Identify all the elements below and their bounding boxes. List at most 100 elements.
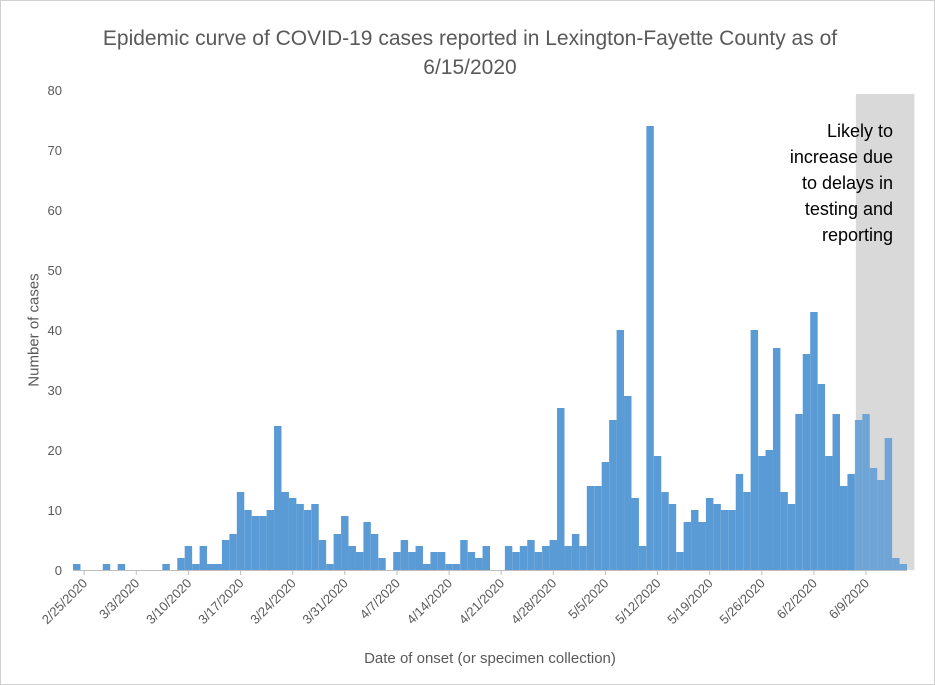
bar xyxy=(192,564,200,570)
bar xyxy=(750,330,759,570)
bar xyxy=(624,396,632,570)
x-tick-label: 2/25/2020 xyxy=(39,576,91,628)
bar xyxy=(251,516,260,570)
bars-layer xyxy=(73,126,907,570)
bar xyxy=(869,468,878,570)
bar xyxy=(244,510,252,570)
bar xyxy=(877,480,885,570)
y-tick-label: 70 xyxy=(48,143,62,158)
bar xyxy=(370,534,379,570)
annotation-line: testing and xyxy=(805,199,893,219)
bar xyxy=(467,552,476,570)
bar xyxy=(884,438,893,570)
x-tick-label: 3/10/2020 xyxy=(143,576,195,628)
bar xyxy=(862,414,870,570)
annotation-line: Likely to xyxy=(827,121,893,141)
bar xyxy=(668,504,677,570)
bar xyxy=(847,474,855,570)
bar xyxy=(437,552,446,570)
bar xyxy=(482,546,490,570)
bar xyxy=(445,564,453,570)
bar xyxy=(519,546,528,570)
x-tick-label: 4/21/2020 xyxy=(456,576,508,628)
x-axis-title: Date of onset (or specimen collection) xyxy=(364,650,616,667)
bar xyxy=(311,504,319,570)
bar xyxy=(839,486,848,570)
bar xyxy=(653,456,662,570)
x-tick-label: 4/14/2020 xyxy=(404,576,456,628)
bar xyxy=(393,552,401,570)
bar xyxy=(705,498,714,570)
x-tick-label: 5/12/2020 xyxy=(612,576,664,628)
bar xyxy=(631,498,639,570)
bar xyxy=(638,546,647,570)
x-tick-label: 5/19/2020 xyxy=(664,576,716,628)
bar xyxy=(296,504,304,570)
bar xyxy=(363,522,371,570)
bar xyxy=(341,516,349,570)
bar xyxy=(787,504,796,570)
bar xyxy=(780,492,788,570)
bar xyxy=(661,492,669,570)
bar xyxy=(802,354,811,570)
bar xyxy=(184,546,193,570)
y-tick-label: 40 xyxy=(48,323,62,338)
bar xyxy=(475,558,483,570)
y-tick-label: 0 xyxy=(55,563,62,578)
annotation-line: to delays in xyxy=(802,173,893,193)
x-tick-label: 4/28/2020 xyxy=(508,576,560,628)
bar xyxy=(743,492,751,570)
bar xyxy=(825,456,833,570)
bar xyxy=(571,534,580,570)
y-tick-label: 20 xyxy=(48,443,62,458)
bar xyxy=(765,450,773,570)
y-tick-label: 30 xyxy=(48,383,62,398)
bar xyxy=(460,540,468,570)
bar xyxy=(698,522,706,570)
bar xyxy=(616,330,625,570)
y-tick-label: 60 xyxy=(48,203,62,218)
bar xyxy=(318,540,327,570)
bar xyxy=(430,552,438,570)
chart-title: Epidemic curve of COVID-19 cases reporte… xyxy=(102,27,838,79)
bar xyxy=(326,564,334,570)
bar xyxy=(817,384,826,570)
bar xyxy=(557,408,565,570)
bar xyxy=(720,510,729,570)
bar xyxy=(162,564,170,570)
bar xyxy=(221,540,230,570)
bar xyxy=(281,492,289,570)
bar xyxy=(199,546,208,570)
bar xyxy=(378,558,386,570)
bar xyxy=(288,498,297,570)
bar xyxy=(713,504,721,570)
x-tick-label: 5/5/2020 xyxy=(565,576,611,622)
bar xyxy=(542,546,550,570)
x-tick-label: 3/17/2020 xyxy=(195,576,247,628)
bar xyxy=(117,564,126,570)
bar xyxy=(504,546,513,570)
bar xyxy=(691,510,699,570)
bar xyxy=(303,510,312,570)
bar xyxy=(400,540,409,570)
bar xyxy=(333,534,342,570)
bar xyxy=(73,564,81,570)
bar xyxy=(512,552,520,570)
bar xyxy=(735,474,744,570)
bar xyxy=(177,558,185,570)
bar xyxy=(274,426,282,570)
bar xyxy=(534,552,543,570)
bar xyxy=(601,462,610,570)
bar xyxy=(758,456,766,570)
bar xyxy=(579,546,587,570)
bar xyxy=(899,564,907,570)
x-tick-label: 6/9/2020 xyxy=(826,576,872,622)
annotation-line: reporting xyxy=(822,225,893,245)
y-tick-label: 50 xyxy=(48,263,62,278)
bar xyxy=(728,510,736,570)
x-tick-label: 4/7/2020 xyxy=(357,576,403,622)
bar xyxy=(415,546,423,570)
bar xyxy=(646,126,654,570)
annotation-line: increase due xyxy=(790,147,893,167)
x-tick-label: 3/24/2020 xyxy=(247,576,299,628)
